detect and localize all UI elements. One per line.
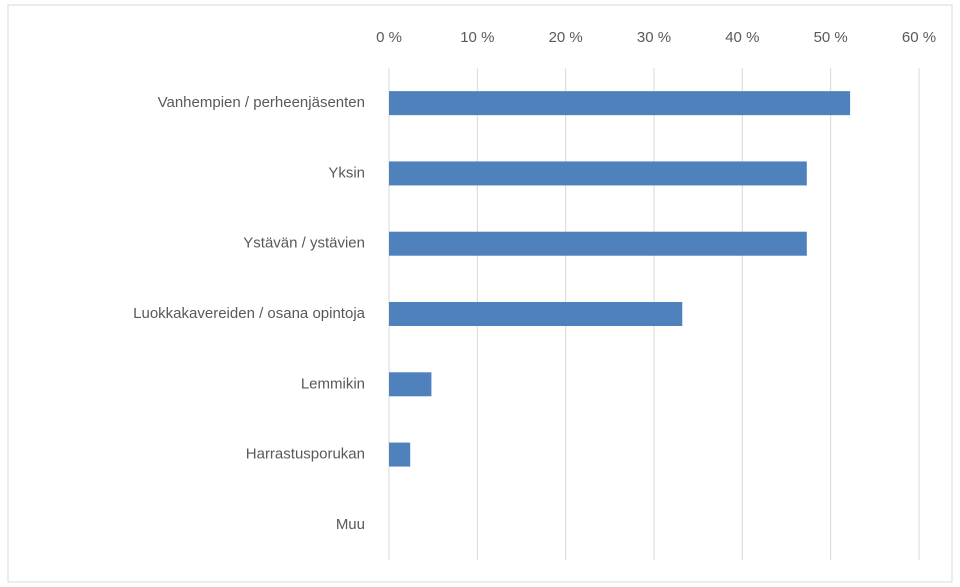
y-tick-label: Lemmikin (301, 375, 365, 392)
y-tick-label: Vanhempien / perheenjäsenten (158, 94, 365, 111)
x-tick-label: 40 % (725, 29, 759, 46)
y-tick-label: Muu (336, 516, 365, 533)
bar (389, 91, 851, 116)
bar (389, 372, 432, 397)
x-tick-label: 30 % (637, 29, 671, 46)
x-tick-label: 0 % (376, 29, 402, 46)
x-tick-label: 10 % (460, 29, 494, 46)
bar (389, 442, 411, 467)
bar (389, 161, 807, 186)
x-tick-label: 20 % (549, 29, 583, 46)
y-tick-label: Luokkakavereiden / osana opintoja (133, 305, 365, 322)
y-tick-label: Yksin (328, 164, 365, 181)
y-tick-label: Harrastusporukan (246, 446, 365, 463)
x-tick-label: 60 % (902, 29, 936, 46)
bar (389, 231, 807, 256)
bar (389, 302, 683, 326)
y-tick-label: Ystävän / ystävien (243, 235, 365, 252)
x-tick-label: 50 % (814, 29, 848, 46)
